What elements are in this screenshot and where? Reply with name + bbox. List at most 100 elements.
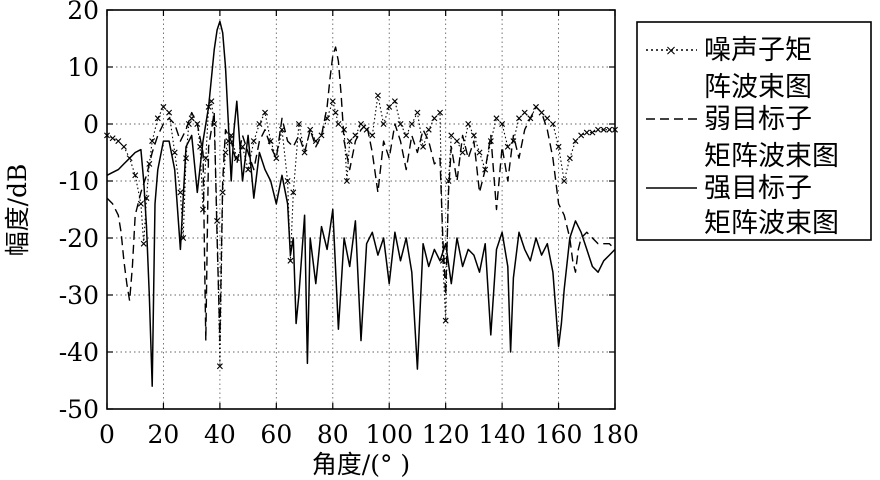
series-layer	[104, 20, 618, 387]
axis-ticks	[106, 9, 616, 410]
noise-data-point	[391, 98, 398, 105]
noise-data-point	[437, 109, 444, 116]
legend-item-noise: × 噪声子矩 阵波束图	[646, 35, 812, 103]
noise-data-point	[140, 240, 147, 247]
noise-data-point	[177, 189, 184, 196]
legend-label-weak-line1: 弱目标子	[704, 104, 812, 135]
noise-data-point	[160, 103, 167, 110]
noise-data-point	[578, 132, 585, 139]
noise-data-point	[332, 109, 339, 116]
noise-data-point	[154, 115, 161, 122]
noise-data-point	[465, 121, 472, 127]
noise-data-point	[583, 129, 590, 136]
noise-data-point	[606, 126, 613, 133]
noise-data-point	[262, 109, 269, 116]
noise-data-point	[245, 166, 252, 173]
legend-label-noise-line1: 噪声子矩	[704, 35, 812, 66]
noise-data-point	[166, 109, 173, 116]
noise-data-point	[120, 143, 127, 150]
y-tick-label: -10	[59, 167, 99, 196]
noise-data-point	[549, 121, 556, 127]
noise-data-point	[600, 126, 607, 133]
noise-data-point	[516, 115, 523, 122]
noise-data-point	[445, 178, 452, 184]
noise-data-point	[202, 155, 209, 162]
noise-data-point	[115, 138, 122, 145]
x-tick-labels: 0 20 40 60 80 100 120 140 160 180	[99, 420, 639, 449]
noise-data-point	[290, 189, 297, 196]
noise-data-point	[199, 206, 206, 213]
noise-data-point	[572, 138, 579, 145]
noise-data-point	[555, 143, 562, 150]
legend-item-strong: 强目标子 矩阵波束图	[646, 173, 839, 239]
noise-data-point	[369, 132, 376, 139]
noise-data-point	[431, 115, 438, 122]
noise-data-point	[374, 92, 381, 99]
noise-data-point	[358, 121, 364, 127]
noise-data-point	[453, 138, 460, 145]
x-tick-label: 160	[535, 420, 583, 449]
legend-item-weak: 弱目标子 矩阵波束图	[646, 104, 839, 172]
noise-data-point	[346, 138, 353, 145]
legend-box	[636, 21, 872, 241]
noise-data-point	[109, 135, 116, 142]
y-tick-label: 10	[67, 53, 99, 82]
series-line-1	[106, 46, 616, 342]
legend-label-weak-line2: 矩阵波束图	[704, 141, 839, 172]
x-tick-label: 60	[260, 420, 292, 449]
noise-data-point	[219, 189, 226, 196]
noise-data-point	[137, 200, 144, 207]
noise-data-point	[448, 132, 455, 139]
legend-x-marker: ×	[665, 43, 677, 59]
noise-data-point	[499, 121, 506, 127]
noise-data-point	[595, 126, 602, 133]
y-tick-label: -40	[59, 338, 99, 367]
y-tick-label: -30	[59, 281, 99, 310]
series-line-2	[106, 20, 616, 387]
noise-data-point	[504, 143, 511, 150]
noise-data-point	[589, 129, 596, 136]
legend-label-strong-line2: 矩阵波束图	[704, 208, 839, 239]
noise-data-point	[216, 363, 223, 370]
noise-data-point	[149, 138, 156, 145]
noise-data-point	[544, 115, 551, 122]
plot-frame	[106, 9, 616, 410]
noise-data-point	[307, 126, 314, 133]
x-tick-label: 40	[204, 420, 236, 449]
y-tick-label: -50	[59, 395, 99, 424]
y-axis-label: 幅度/dB	[3, 164, 32, 257]
legend: × 噪声子矩 阵波束图 弱目标子 矩阵波束图 强目标子 矩阵波束图	[636, 21, 872, 241]
y-tick-label: 0	[83, 110, 99, 139]
noise-data-point	[386, 103, 393, 110]
x-tick-label: 140	[478, 420, 526, 449]
y-tick-label: 20	[67, 0, 99, 25]
noise-data-point	[250, 138, 257, 145]
noise-data-point	[214, 217, 221, 224]
noise-data-point	[521, 109, 528, 116]
x-tick-label: 80	[317, 420, 349, 449]
noise-data-point	[380, 121, 387, 127]
noise-data-point	[442, 317, 449, 324]
noise-data-point	[171, 149, 178, 156]
noise-data-point	[470, 132, 477, 139]
legend-label-strong-line1: 强目标子	[704, 173, 812, 204]
noise-data-point	[403, 132, 410, 139]
legend-label-noise-line2: 阵波束图	[704, 72, 812, 103]
noise-data-point	[425, 126, 432, 133]
noise-data-point	[335, 121, 342, 127]
noise-data-point	[493, 115, 500, 122]
noise-data-point	[397, 121, 404, 127]
x-tick-label: 120	[422, 420, 470, 449]
noise-data-point	[414, 109, 421, 116]
x-tick-label: 100	[365, 420, 413, 449]
noise-data-point	[476, 149, 483, 156]
x-tick-label: 0	[99, 420, 115, 449]
noise-data-point	[273, 155, 280, 162]
noise-data-point	[343, 178, 350, 184]
y-tick-labels: 20 10 0 -10 -20 -30 -40 -50	[59, 0, 99, 424]
noise-data-point	[287, 257, 294, 264]
x-tick-label: 20	[148, 420, 180, 449]
x-tick-label: 180	[591, 420, 639, 449]
noise-data-point	[318, 132, 325, 139]
